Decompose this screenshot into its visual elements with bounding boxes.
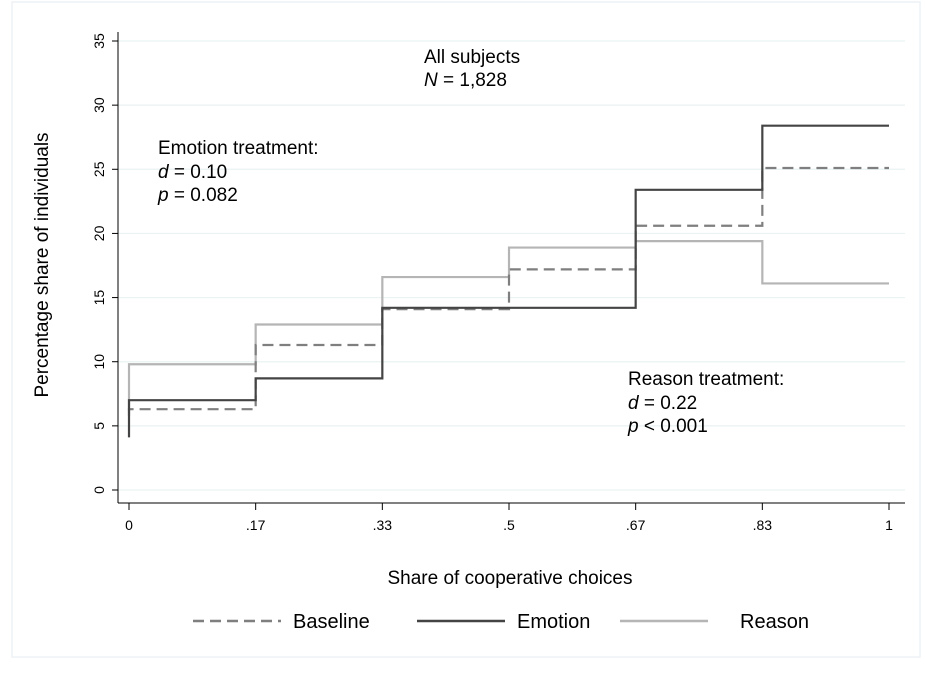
grid-lines [118,40,905,491]
x-tick-label-.67: .67 [626,517,646,533]
figure-frame [11,1,921,658]
axes: 0 5 10 15 20 25 30 35 0 .17 .33 .5 .67 .83 1 [91,32,905,533]
annotation-reason-d-var: d [628,393,640,414]
x-tick-label-.83: .83 [753,517,773,533]
legend-label-baseline: Baseline [293,611,370,633]
series-line-baseline [127,166,889,416]
annotation-emotion-line3: p = 0.082 [157,185,238,206]
x-tick-label-.33: .33 [373,517,393,533]
y-tick-label-5: 5 [91,422,107,430]
y-tick-label-15: 15 [91,290,107,306]
annotation-emotion: Emotion treatment: d = 0.10 p = 0.082 [157,138,319,206]
annotation-all-subjects-line1: All subjects [424,47,520,68]
annotation-n-var: N [424,70,438,91]
annotation-emotion-line2: d = 0.10 [158,162,227,183]
annotation-emotion-p-var: p [157,185,169,206]
x-axis-title: Share of cooperative choices [387,568,632,589]
y-tick-label-30: 30 [91,97,107,113]
annotation-reason-line2: d = 0.22 [628,393,697,414]
annotation-reason-p-var: p [627,416,639,437]
y-tick-label-0: 0 [91,486,107,494]
annotation-reason-p-value: < 0.001 [639,416,708,437]
legend: Baseline Emotion Reason [193,611,809,633]
annotation-n-value: = 1,828 [438,70,507,91]
x-tick-label-.5: .5 [503,517,515,533]
annotation-emotion-line1: Emotion treatment: [158,138,319,159]
annotation-reason-d-value: = 0.22 [639,393,698,414]
annotation-emotion-p-value: = 0.082 [169,185,238,206]
x-tick-label-0: 0 [125,517,133,533]
y-tick-label-20: 20 [91,225,107,241]
y-axis-title: Percentage share of individuals [32,132,53,397]
x-tick-label-1: 1 [885,517,893,533]
series-lines [127,124,889,438]
annotation-reason-line1: Reason treatment: [628,369,784,390]
y-tick-label-10: 10 [91,354,107,370]
annotation-emotion-d-var: d [158,162,170,183]
annotation-reason: Reason treatment: d = 0.22 p < 0.001 [627,369,784,437]
annotation-emotion-d-value: = 0.10 [169,162,228,183]
y-tick-label-25: 25 [91,161,107,177]
x-tick-label-.17: .17 [246,517,266,533]
legend-label-emotion: Emotion [517,611,590,633]
y-tick-label-35: 35 [91,33,107,49]
series-line-emotion [127,124,889,438]
legend-label-reason: Reason [740,611,809,633]
annotation-all-subjects: All subjects N = 1,828 [424,47,520,91]
annotation-reason-line3: p < 0.001 [627,416,708,437]
annotation-all-subjects-line2: N = 1,828 [424,70,507,91]
